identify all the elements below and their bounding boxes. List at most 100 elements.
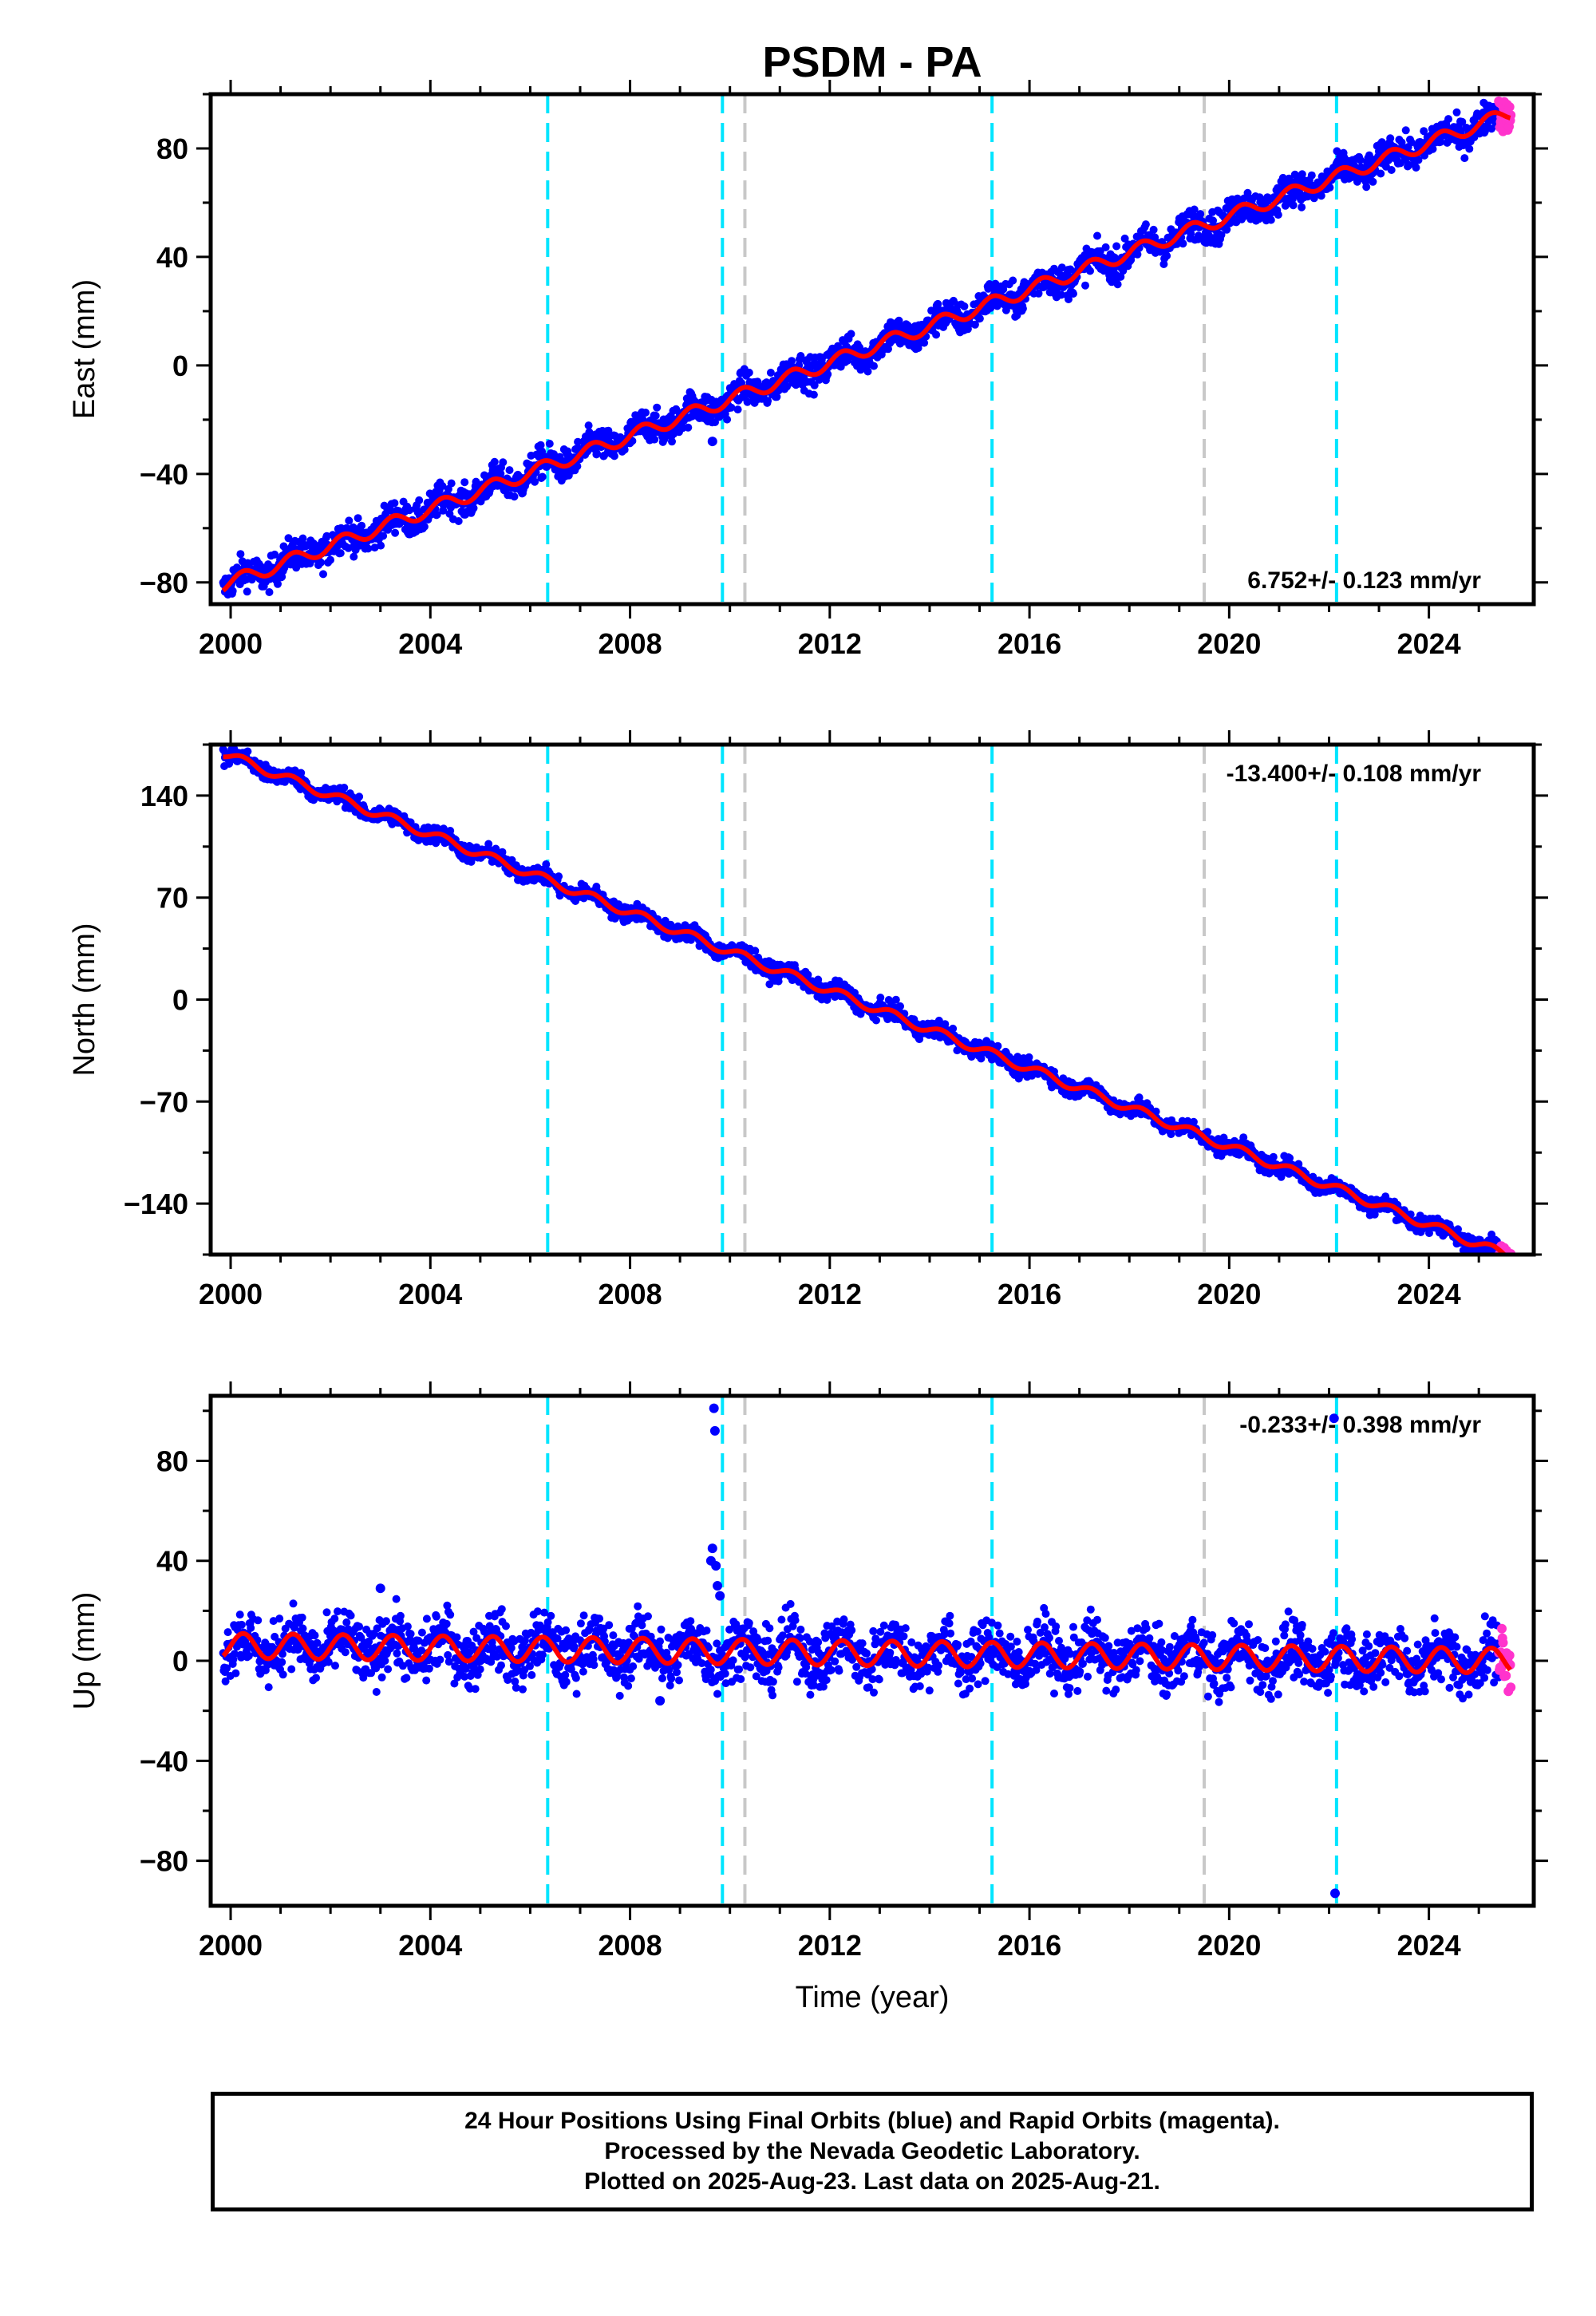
final-orbit-point [1152,1107,1160,1116]
final-orbit-point [1167,1130,1175,1139]
final-orbit-point [452,1633,461,1642]
final-orbit-point [384,1665,393,1674]
final-orbit-point [1460,154,1469,163]
final-orbit-point [488,1643,497,1652]
final-orbit-point [438,482,447,490]
rapid-orbit-point [1506,1256,1515,1266]
final-orbit-point [932,330,941,339]
final-orbit-point [350,552,358,561]
final-orbit-point [1369,177,1377,186]
final-orbit-point [420,522,429,531]
final-orbit-point [1116,272,1125,281]
final-orbit-point [471,1685,480,1694]
final-orbit-point [538,472,547,481]
y-tick-label: −80 [140,567,188,599]
outlier-point [707,437,717,447]
final-orbit-point [1034,289,1043,298]
final-orbit-point [505,466,514,475]
final-orbit-point [1288,195,1297,204]
final-orbit-point [235,1611,244,1619]
final-orbit-point [1163,251,1171,260]
model-fit-curve [223,753,1508,1255]
final-orbit-point [269,1617,278,1626]
final-orbit-point [783,382,792,391]
final-orbit-point [934,299,942,308]
final-orbit-point [1179,239,1187,248]
final-orbit-point [1289,201,1298,210]
x-tick-label: 2012 [798,627,862,660]
final-orbit-point [610,452,618,460]
final-orbit-point [372,1688,381,1696]
final-orbit-point [1057,263,1066,272]
final-orbit-point [766,369,775,377]
final-orbit-point [809,390,818,399]
final-orbit-point [788,357,796,366]
final-orbit-point [555,872,563,881]
final-orbit-point [265,588,274,596]
panel-up: 2000 2004 2008 2012 2016 2020 2024−80−4004080U… [68,1381,1548,1962]
final-orbit-point [355,792,364,801]
final-orbit-point [1286,1154,1294,1162]
final-orbit-point [1141,220,1150,229]
final-orbit-point [511,1678,519,1686]
final-orbit-point [1407,138,1416,147]
final-orbit-point [1307,171,1316,180]
x-tick-label: 2008 [598,627,662,660]
final-orbit-point [342,1618,351,1626]
final-orbit-point [764,397,772,405]
plot-frame [208,92,1536,607]
final-orbit-point [278,1658,286,1666]
x-tick-label: 2016 [998,627,1061,660]
final-orbit-point [230,1650,239,1658]
panels-group: 2000 2004 2008 2012 2016 2020 2024−80−4004080E… [68,80,1548,1962]
rate-label: -13.400+/- 0.108 mm/yr [1227,761,1482,787]
final-orbit-point [297,769,306,777]
y-tick-label: −140 [124,1188,188,1220]
final-orbit-point [1101,243,1110,251]
final-orbit-point [510,492,519,501]
final-orbit-point [381,1657,389,1665]
final-orbit-point [398,1662,407,1670]
final-orbit-point [1209,216,1217,225]
final-orbit-point [247,1623,255,1632]
final-orbit-point [497,1605,506,1614]
final-orbit-point [1025,1053,1033,1061]
final-orbit-point [405,506,414,515]
final-orbit-point [727,403,736,412]
final-orbit-point [1401,126,1410,135]
final-orbit-point [446,1611,455,1619]
final-orbit-point [593,449,602,458]
final-orbit-point [1458,117,1467,126]
final-orbit-point [1081,281,1089,290]
final-orbit-point [444,1650,452,1659]
final-orbit-point [994,1041,1002,1050]
final-orbit-point [1057,290,1065,299]
final-orbit-point [469,1627,478,1636]
x-tick-label: 2012 [798,1278,862,1310]
final-orbit-point [496,469,505,478]
y-tick-label: 40 [156,241,188,274]
final-orbit-point [442,1619,451,1628]
final-orbit-point [465,1648,474,1657]
final-orbit-point [414,1636,423,1645]
final-orbit-point [377,1673,386,1682]
y-tick-label: 0 [172,984,188,1017]
final-orbit-point [485,1622,494,1630]
x-tick-label: 2000 [199,1278,263,1310]
final-orbit-point [1428,144,1437,153]
plot-area [219,745,1516,1266]
final-orbit-point [668,437,676,446]
final-orbit-point [1133,250,1142,259]
final-orbit-point [1190,205,1199,214]
final-orbit-point [796,352,805,360]
x-tick-label: 2004 [398,1278,462,1310]
x-tick-label: 2024 [1397,627,1461,660]
final-orbit-point [344,543,353,552]
final-orbit-point [872,1016,880,1025]
final-orbit-point [358,521,366,530]
final-orbit-point [264,1683,273,1692]
final-orbit-point [331,1662,339,1670]
final-orbit-point [244,1651,253,1660]
final-orbit-point [417,1646,426,1655]
final-orbit-point [432,1612,440,1621]
